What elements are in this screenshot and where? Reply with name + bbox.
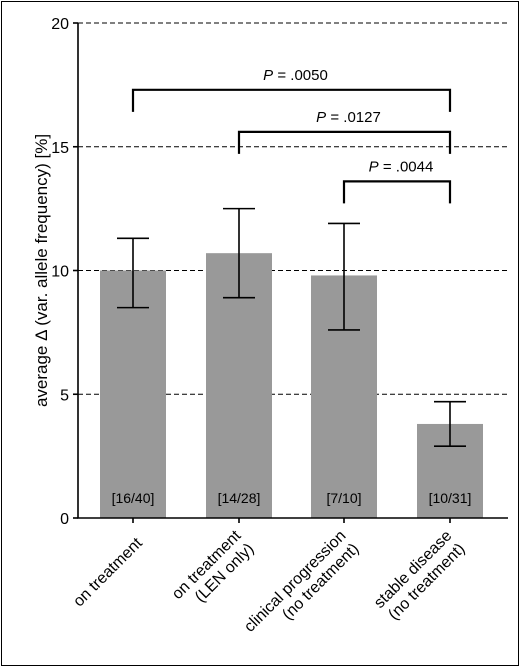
y-tick-label-20: 20 (51, 16, 69, 33)
y-tick-label-5: 5 (60, 387, 69, 404)
comparison-p-value-0: P = .0050 (263, 67, 328, 84)
bar-count-label-1: [14/28] (218, 490, 261, 506)
comparison-bracket-0 (131, 88, 452, 112)
x-category-label-3: stable disease(no treatment) (371, 527, 468, 624)
comparison-p-value-1: P = .0127 (316, 109, 381, 126)
p-symbol: P (369, 158, 379, 175)
p-value-text: = .0127 (326, 109, 381, 126)
x-category-label-line: on treatment (70, 534, 146, 610)
p-value-text: = .0044 (379, 158, 434, 175)
bar-count-label-3: [10/31] (429, 490, 472, 506)
comparison-p-value-2: P = .0044 (369, 158, 434, 175)
p-value-text: = .0050 (273, 67, 328, 84)
y-tick-label-0: 0 (60, 511, 69, 528)
y-axis-title: average Δ (var. allele frequency) [%] (32, 134, 51, 407)
p-symbol: P (263, 67, 273, 84)
bar-count-label-2: [7/10] (326, 490, 361, 506)
comparison-bracket-1 (237, 130, 452, 154)
p-symbol: P (316, 109, 326, 126)
bar-count-label-0: [16/40] (112, 490, 155, 506)
y-tick-label-10: 10 (51, 264, 69, 281)
bar-0 (100, 270, 166, 518)
comparison-bracket-2 (342, 180, 452, 204)
y-tick-label-15: 15 (51, 140, 69, 157)
x-category-label-0: on treatment (70, 534, 146, 610)
x-category-label-1: on treatment(LEN only) (169, 527, 258, 616)
x-category-label-2: clinical progression(no treatment) (241, 527, 362, 648)
